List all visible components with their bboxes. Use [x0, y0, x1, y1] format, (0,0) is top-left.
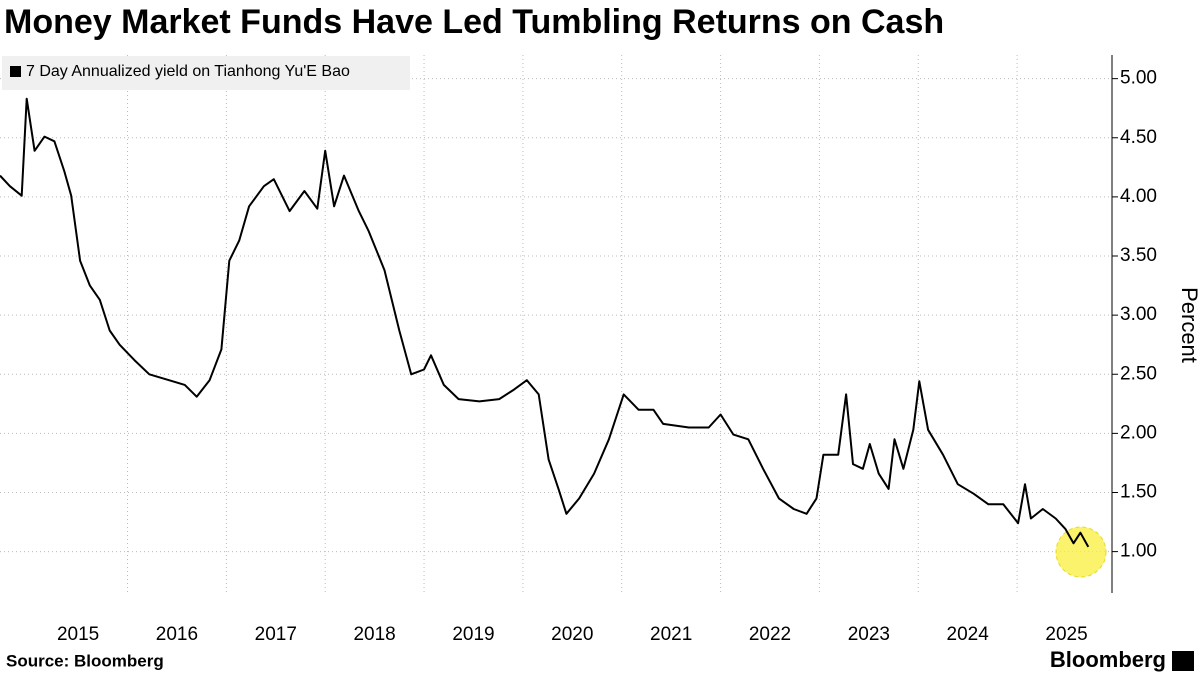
- x-tick-label: 2021: [650, 624, 692, 645]
- y-axis-label: Percent: [1177, 287, 1200, 363]
- y-tick-label: 4.50: [1120, 127, 1157, 148]
- y-tick-label: 1.00: [1120, 541, 1157, 562]
- y-tick-label: 2.50: [1120, 363, 1157, 384]
- x-tick-label: 2019: [452, 624, 494, 645]
- chart-title: Money Market Funds Have Led Tumbling Ret…: [4, 3, 944, 41]
- x-tick-label: 2016: [156, 624, 198, 645]
- y-tick-label: 4.00: [1120, 186, 1157, 207]
- x-tick-label: 2024: [947, 624, 990, 645]
- x-tick-label: 2015: [57, 624, 99, 645]
- x-tick-label: 2022: [749, 624, 791, 645]
- highlight: [1055, 526, 1107, 578]
- y-tick-label: 5.00: [1120, 68, 1157, 89]
- legend-label: 7 Day Annualized yield on Tianhong Yu'E …: [26, 63, 350, 80]
- x-tick-label: 2020: [551, 624, 593, 645]
- x-tick-label: 2018: [353, 624, 395, 645]
- legend-box: [2, 56, 410, 90]
- line: [0, 97, 1090, 548]
- y-tick-label: 3.00: [1120, 304, 1157, 325]
- y-tick-label: 1.50: [1120, 482, 1157, 503]
- source: Source: Bloomberg: [6, 651, 164, 670]
- x-tick-label: 2025: [1045, 624, 1087, 645]
- y-tick-label: 2.00: [1120, 422, 1157, 443]
- x-tick-label: 2023: [848, 624, 890, 645]
- brand: Bloomberg: [1050, 647, 1166, 672]
- x-tick-label: 2017: [255, 624, 297, 645]
- legend-swatch: [10, 66, 21, 77]
- y-tick-label: 3.50: [1120, 245, 1157, 266]
- brand-icon: [1172, 651, 1194, 671]
- legend: 7 Day Annualized yield on Tianhong Yu'E …: [2, 56, 410, 90]
